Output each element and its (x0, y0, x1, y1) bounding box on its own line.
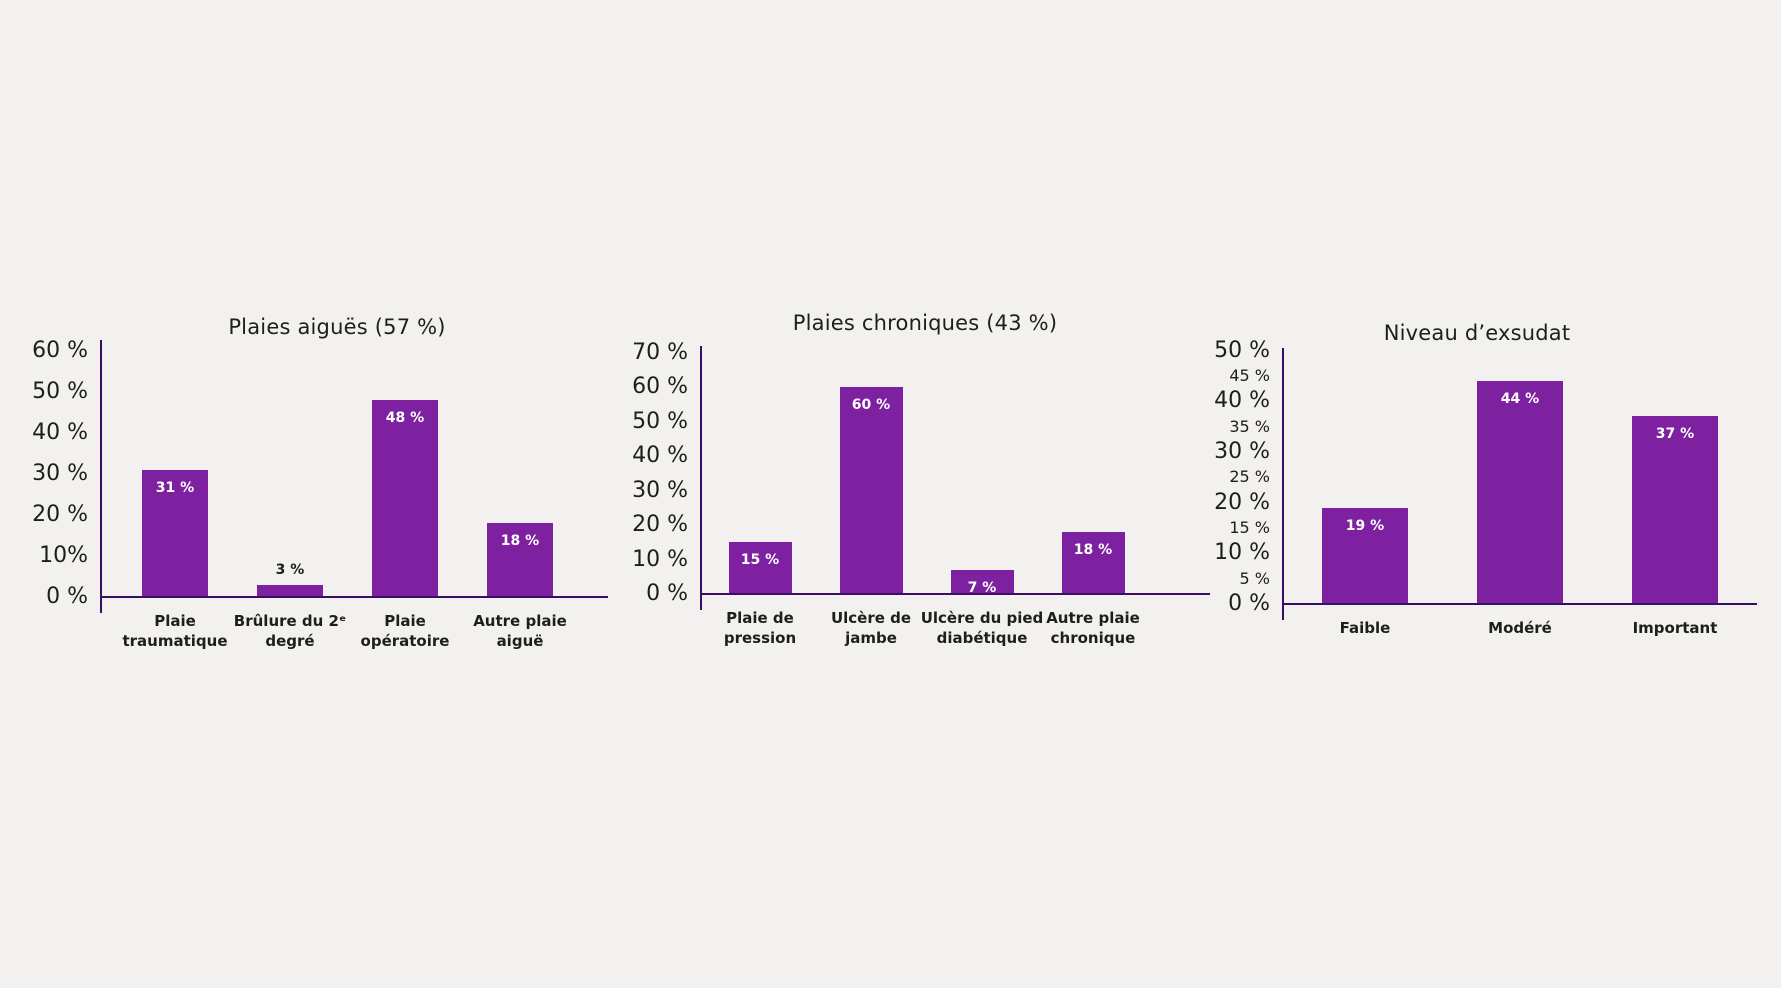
bar-value-label: 3 % (275, 562, 305, 578)
x-category-label: Ulcère du pied diabétique (920, 609, 1044, 648)
y-tick-label: 30 % (632, 477, 688, 503)
y-tick-label: 70 % (632, 339, 688, 365)
y-tick-label: 50 % (632, 408, 688, 434)
chart-title: Plaies aiguës (57 %) (228, 315, 446, 339)
y-axis-line (700, 346, 702, 610)
y-tick-label: 60 % (632, 374, 688, 399)
y-tick-label: 0 % (646, 581, 688, 606)
bar-1 (728, 542, 792, 593)
y-tick-label: 15 % (1229, 517, 1270, 537)
x-category-label: Brûlure du 2ᵉ degré (233, 612, 347, 651)
y-tick-label: 40 % (1214, 388, 1270, 414)
bar-4 (487, 523, 553, 596)
bar-value-label: 31 % (155, 480, 195, 496)
bar-value-label: 15 % (740, 552, 780, 568)
x-axis-line (101, 596, 608, 598)
x-axis-line (1283, 603, 1757, 605)
bar-value-label: 37 % (1655, 426, 1695, 442)
bar-1 (1322, 508, 1408, 603)
y-axis-line (100, 340, 102, 613)
y-tick-label: 40 % (632, 443, 688, 468)
y-tick-label: 20 % (1214, 489, 1270, 515)
y-tick-label: 30 % (1214, 438, 1270, 464)
x-category-label: Ulcère de jambe (830, 609, 912, 648)
x-category-label: Faible (1339, 619, 1391, 637)
bar-value-label: 60 % (851, 397, 891, 413)
y-tick-label: 0 % (46, 584, 88, 609)
x-category-label: Modéré (1488, 619, 1552, 637)
y-tick-label: 50 % (1214, 337, 1270, 363)
bar-2 (1477, 381, 1563, 603)
x-category-label: Plaie de pression (723, 609, 797, 648)
chart-title: Niveau d’exsudat (1383, 321, 1571, 345)
y-tick-label: 10 % (1214, 540, 1270, 566)
x-category-label: Important (1632, 619, 1718, 637)
y-tick-label: 25 % (1229, 467, 1270, 487)
x-category-label: Autre plaie aiguë (473, 612, 567, 651)
bar-3 (1632, 416, 1718, 603)
bar-1 (142, 470, 208, 596)
y-tick-label: 60 % (32, 338, 88, 363)
y-tick-label: 10% (39, 543, 88, 568)
bar-4 (1061, 532, 1125, 593)
x-category-label: Autre plaie chronique (1046, 609, 1140, 648)
y-tick-label: 50 % (32, 379, 88, 404)
bar-value-label: 44 % (1500, 391, 1540, 407)
chart-title: Plaies chroniques (43 %) (792, 311, 1058, 335)
y-tick-label: 5 % (1239, 568, 1270, 588)
y-tick-label: 45 % (1229, 365, 1270, 385)
y-tick-label: 40 % (32, 420, 88, 445)
y-tick-label: 10 % (632, 546, 688, 572)
bar-value-label: 19 % (1345, 518, 1385, 534)
x-category-label: Plaie traumatique (122, 612, 228, 651)
bar-value-label: 18 % (500, 533, 540, 549)
y-tick-label: 20 % (32, 502, 88, 527)
y-tick-label: 30 % (32, 461, 88, 486)
x-axis-line (701, 593, 1210, 595)
bar-value-label: 18 % (1073, 542, 1113, 558)
bar-2 (839, 387, 903, 593)
bar-3 (950, 570, 1014, 593)
bar-value-label: 7 % (967, 580, 997, 596)
y-tick-label: 0 % (1228, 591, 1270, 616)
bar-value-label: 48 % (385, 410, 425, 426)
y-tick-label: 20 % (632, 512, 688, 537)
y-tick-label: 35 % (1229, 416, 1270, 436)
y-axis-line (1282, 348, 1284, 620)
bar-2 (257, 585, 323, 596)
bar-3 (372, 400, 438, 596)
x-category-label: Plaie opératoire (360, 612, 450, 651)
